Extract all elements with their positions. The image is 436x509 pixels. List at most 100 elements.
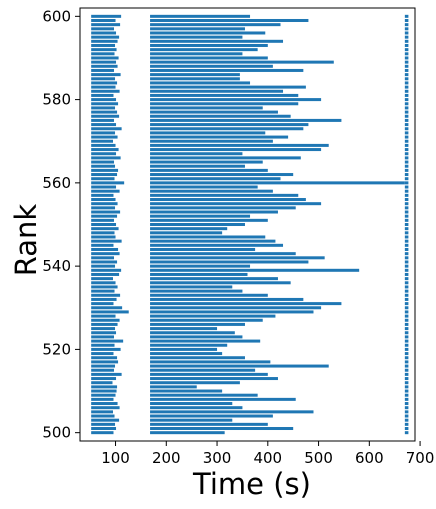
phase-2-bar-rank-501 — [150, 427, 294, 431]
phase-1-bar-rank-557 — [91, 193, 114, 197]
phase-1-bar-rank-588 — [91, 64, 118, 68]
end-marker-bar-rank-551 — [404, 218, 409, 222]
end-marker-bar-rank-503 — [404, 418, 409, 422]
phase-1-bar-rank-571 — [91, 135, 118, 139]
end-marker-bar-rank-509 — [404, 393, 409, 397]
end-marker-bar-rank-537 — [404, 277, 409, 281]
phase-1-bar-rank-553 — [91, 210, 121, 214]
phase-1-bar-rank-541 — [91, 260, 118, 264]
end-marker-bar-rank-547 — [404, 235, 409, 239]
bars-layer — [91, 14, 409, 435]
phase-2-bar-rank-579 — [150, 102, 299, 106]
phase-1-bar-rank-598 — [91, 23, 121, 27]
phase-1-bar-rank-565 — [91, 160, 115, 164]
phase-2-bar-rank-598 — [150, 23, 281, 27]
phase-2-bar-rank-585 — [150, 77, 240, 81]
phase-2-bar-rank-513 — [150, 377, 278, 381]
phase-1-bar-rank-546 — [91, 239, 122, 243]
plot-frame — [79, 7, 416, 442]
x-tick-label-600: 600 — [355, 449, 384, 467]
phase-2-bar-rank-589 — [150, 60, 334, 64]
phase-2-bar-rank-596 — [150, 31, 266, 35]
phase-1-bar-rank-528 — [91, 314, 116, 318]
phase-1-bar-rank-575 — [91, 118, 115, 122]
end-marker-bar-rank-504 — [404, 414, 409, 418]
x-tick-label-700: 700 — [406, 449, 435, 467]
phase-2-bar-rank-514 — [150, 372, 268, 376]
phase-2-bar-rank-586 — [150, 73, 240, 77]
phase-2-bar-rank-563 — [150, 168, 268, 172]
end-marker-bar-rank-515 — [404, 368, 409, 372]
phase-2-bar-rank-558 — [150, 189, 273, 193]
phase-1-bar-rank-514 — [91, 372, 122, 376]
phase-2-bar-rank-587 — [150, 68, 304, 72]
end-marker-bar-rank-521 — [404, 343, 409, 347]
phase-2-bar-rank-519 — [150, 352, 223, 356]
end-marker-bar-rank-597 — [404, 27, 409, 31]
phase-1-bar-rank-596 — [91, 31, 117, 35]
end-marker-bar-rank-554 — [404, 206, 409, 210]
phase-2-bar-rank-591 — [150, 52, 243, 56]
phase-1-bar-rank-543 — [91, 252, 120, 256]
y-tick-label-540: 540 — [42, 257, 71, 275]
phase-1-bar-rank-561 — [91, 177, 115, 181]
end-marker-bar-rank-531 — [404, 302, 409, 306]
phase-1-bar-rank-564 — [91, 164, 116, 168]
phase-1-bar-rank-595 — [91, 35, 120, 39]
phase-1-bar-rank-578 — [91, 106, 116, 110]
phase-2-bar-rank-531 — [150, 302, 342, 306]
phase-2-bar-rank-571 — [150, 135, 289, 139]
end-marker-bar-rank-599 — [404, 18, 409, 22]
phase-1-bar-rank-570 — [91, 139, 113, 143]
phase-1-bar-rank-501 — [91, 427, 117, 431]
phase-1-bar-rank-538 — [91, 272, 120, 276]
end-marker-bar-rank-596 — [404, 31, 409, 35]
end-marker-bar-rank-574 — [404, 123, 409, 127]
end-marker-bar-rank-517 — [404, 360, 409, 364]
phase-2-bar-rank-532 — [150, 297, 304, 301]
phase-2-bar-rank-524 — [150, 331, 235, 335]
end-marker-bar-rank-545 — [404, 243, 409, 247]
end-marker-bar-rank-513 — [404, 377, 409, 381]
end-marker-bar-rank-562 — [404, 173, 409, 177]
phase-1-bar-rank-510 — [91, 389, 117, 393]
phase-2-bar-rank-508 — [150, 397, 296, 401]
end-marker-bar-rank-556 — [404, 198, 409, 202]
end-marker-bar-rank-579 — [404, 102, 409, 106]
x-tick-label-400: 400 — [253, 449, 282, 467]
phase-1-bar-rank-512 — [91, 381, 113, 385]
phase-2-bar-rank-557 — [150, 193, 299, 197]
phase-2-bar-rank-522 — [150, 339, 261, 343]
phase-1-bar-rank-517 — [91, 360, 119, 364]
phase-1-bar-rank-519 — [91, 352, 114, 356]
phase-2-bar-rank-509 — [150, 393, 258, 397]
phase-2-bar-rank-541 — [150, 260, 309, 264]
phase-1-bar-rank-540 — [91, 264, 116, 268]
end-marker-bar-rank-584 — [404, 81, 409, 85]
phase-2-bar-rank-583 — [150, 85, 306, 89]
end-marker-bar-rank-573 — [404, 127, 409, 131]
phase-1-bar-rank-516 — [91, 364, 116, 368]
end-marker-bar-rank-534 — [404, 289, 409, 293]
phase-2-bar-rank-565 — [150, 160, 263, 164]
phase-1-bar-rank-530 — [91, 306, 123, 310]
phase-2-bar-rank-527 — [150, 318, 263, 322]
phase-2-bar-rank-511 — [150, 385, 197, 389]
phase-2-bar-rank-539 — [150, 268, 360, 272]
phase-1-bar-rank-513 — [91, 377, 117, 381]
phase-1-bar-rank-573 — [91, 127, 122, 131]
end-marker-bar-rank-549 — [404, 227, 409, 231]
end-marker-bar-rank-576 — [404, 114, 409, 118]
end-marker-bar-rank-587 — [404, 68, 409, 72]
phase-1-bar-rank-582 — [91, 89, 120, 93]
x-axis-title: Time (s) — [192, 467, 311, 501]
phase-1-bar-rank-556 — [91, 198, 116, 202]
phase-2-bar-rank-530 — [150, 306, 322, 310]
end-marker-bar-rank-600 — [404, 14, 409, 18]
phase-1-bar-rank-524 — [91, 331, 117, 335]
phase-2-bar-rank-568 — [150, 148, 322, 152]
phase-2-bar-rank-567 — [150, 152, 243, 156]
phase-1-bar-rank-589 — [91, 60, 117, 64]
end-marker-bar-rank-598 — [404, 23, 409, 27]
end-marker-bar-rank-589 — [404, 60, 409, 64]
